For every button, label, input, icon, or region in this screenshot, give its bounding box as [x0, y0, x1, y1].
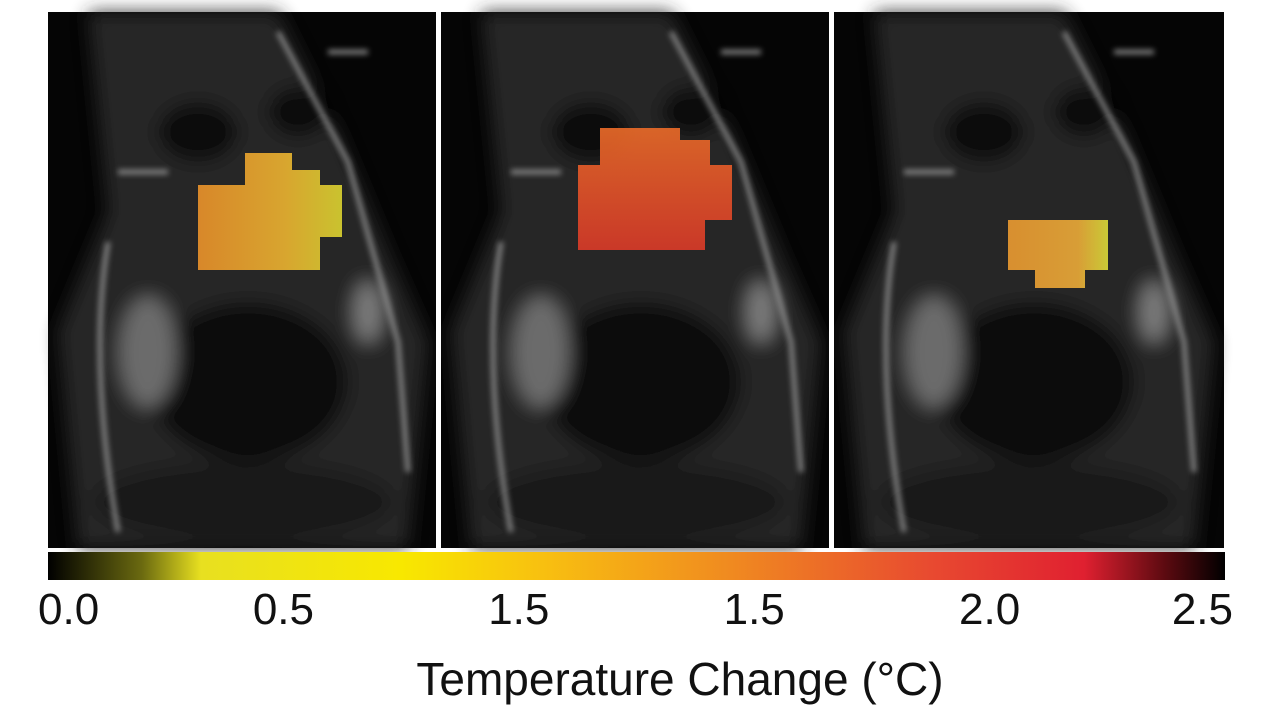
mri-panel — [834, 12, 1224, 548]
panel-divider — [829, 12, 834, 548]
colorbar-tick-label: 1.5 — [724, 585, 785, 634]
colorbar-tick-label: 2.0 — [959, 585, 1020, 634]
colorbar-tick-label: 0.0 — [38, 585, 99, 634]
colorbar-ticks: 0.0 0.5 1.5 1.5 2.0 2.5 — [38, 585, 1233, 634]
colorbar — [48, 552, 1225, 580]
colorbar-title: Temperature Change (°C) — [416, 653, 943, 705]
mri-panel — [441, 12, 831, 548]
mri-panel — [48, 12, 438, 548]
panel-divider — [436, 12, 441, 548]
colorbar-tick-label: 1.5 — [488, 585, 549, 634]
colorbar-tick-label: 0.5 — [253, 585, 314, 634]
page: 0.0 0.5 1.5 1.5 2.0 2.5 Temperature Change (°… — [0, 0, 1261, 709]
colorbar-tick-label: 2.5 — [1172, 585, 1233, 634]
figure: 0.0 0.5 1.5 1.5 2.0 2.5 Temperature Change (°… — [0, 0, 1261, 709]
